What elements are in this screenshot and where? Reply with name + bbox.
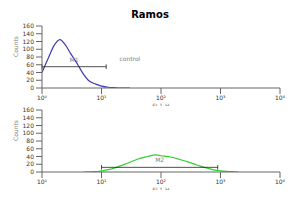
svg-text:160: 160 [23,106,35,113]
svg-text:FL1-H: FL1-H [152,102,169,106]
svg-text:120: 120 [23,38,35,45]
svg-text:10⁴: 10⁴ [275,178,286,185]
svg-text:20: 20 [26,160,34,167]
svg-text:10²: 10² [156,94,167,101]
svg-text:20: 20 [26,76,34,83]
svg-text:10⁰: 10⁰ [37,94,48,101]
svg-text:160: 160 [23,22,35,29]
svg-text:Counts: Counts [12,36,19,57]
svg-text:80: 80 [26,137,34,144]
svg-text:10⁰: 10⁰ [37,178,48,185]
svg-text:80: 80 [26,53,34,60]
svg-text:10¹: 10¹ [96,94,107,101]
svg-text:0: 0 [30,84,34,91]
svg-text:FL1-H: FL1-H [152,186,169,190]
svg-text:0: 0 [30,168,34,175]
svg-text:M1: M1 [70,56,79,63]
svg-text:M2: M2 [155,156,164,163]
svg-text:10²: 10² [156,178,167,185]
svg-text:Counts: Counts [12,120,19,141]
svg-text:120: 120 [23,122,35,129]
svg-text:control: control [119,55,140,62]
svg-text:60: 60 [26,61,34,68]
svg-text:140: 140 [23,114,35,121]
svg-text:60: 60 [26,145,34,152]
svg-text:40: 40 [26,69,34,76]
svg-text:10³: 10³ [215,94,226,101]
svg-text:140: 140 [23,30,35,37]
svg-text:10⁴: 10⁴ [275,94,286,101]
svg-text:100: 100 [23,129,35,136]
svg-text:10³: 10³ [215,178,226,185]
svg-text:10¹: 10¹ [96,178,107,185]
svg-text:40: 40 [26,153,34,160]
svg-text:100: 100 [23,45,35,52]
html-text:Ramos: Ramos [131,9,169,20]
